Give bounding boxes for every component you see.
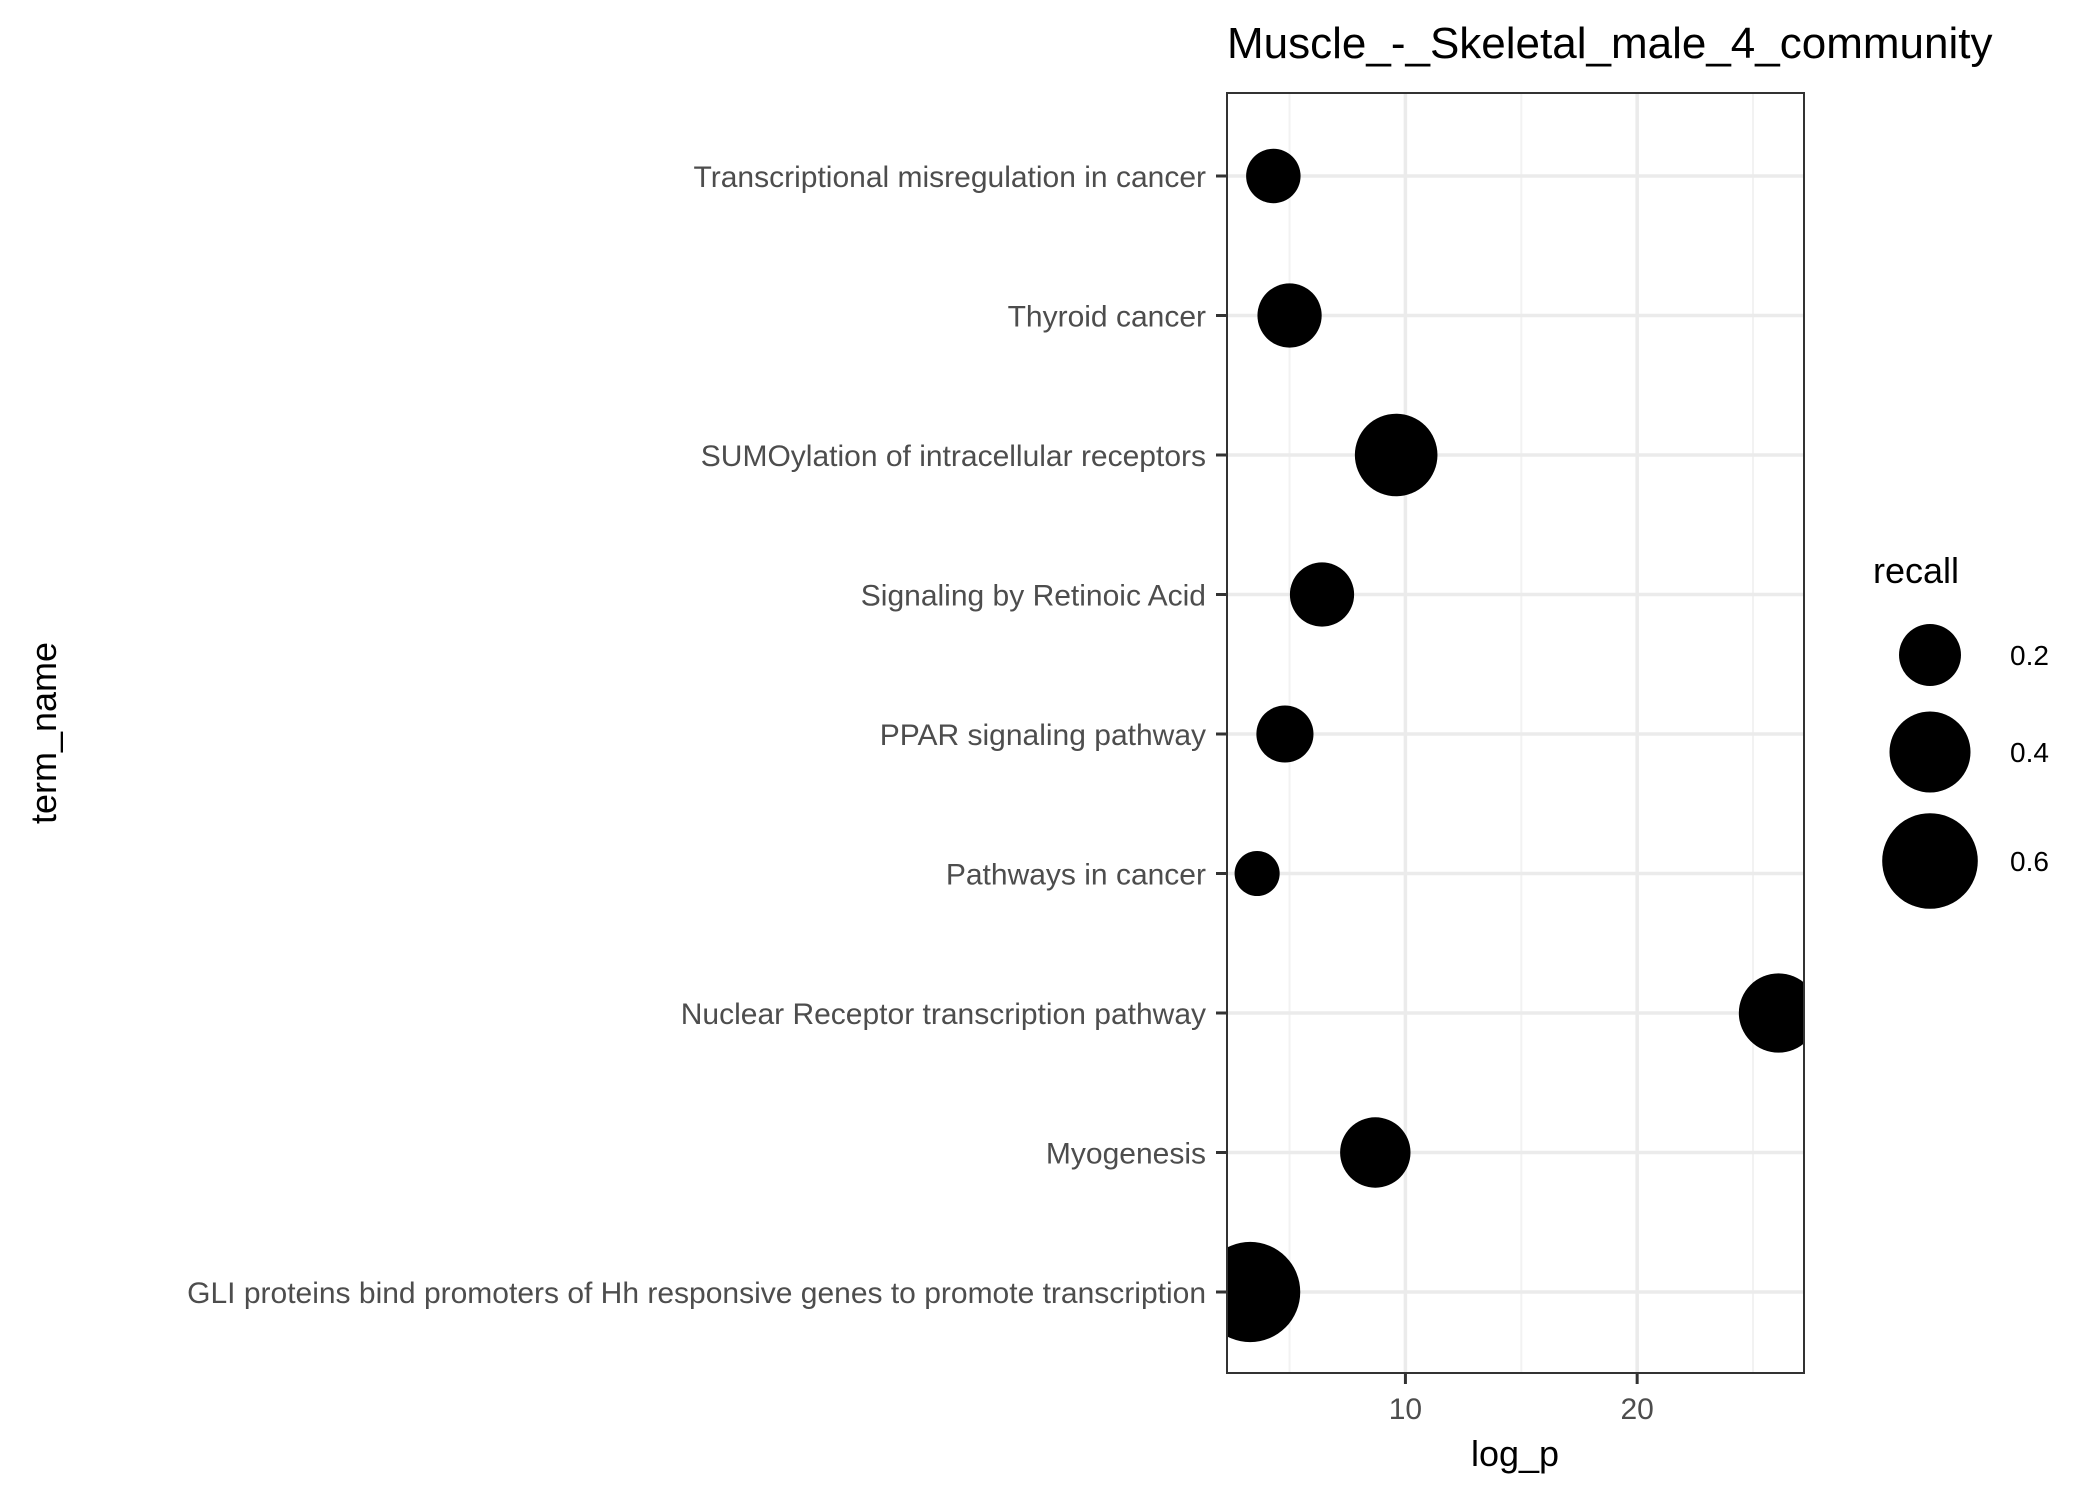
legend-key bbox=[1899, 624, 1961, 686]
y-tick-label: Transcriptional misregulation in cancer bbox=[694, 161, 1206, 194]
legend-label: 0.4 bbox=[2010, 737, 2049, 768]
y-tick-label: GLI proteins bind promoters of Hh respon… bbox=[187, 1277, 1206, 1310]
data-point bbox=[1246, 148, 1301, 204]
plot-area: Transcriptional misregulation in cancer T… bbox=[187, 92, 1805, 1426]
legend-label: 0.2 bbox=[2010, 640, 2049, 671]
legend-title: recall bbox=[1873, 550, 1959, 591]
y-tick-label: Nuclear Receptor transcription pathway bbox=[681, 998, 1206, 1031]
data-point bbox=[1289, 562, 1355, 627]
y-tick-label: SUMOylation of intracellular receptors bbox=[701, 440, 1206, 473]
data-point bbox=[1340, 1117, 1411, 1188]
legend-label: 0.6 bbox=[2010, 846, 2049, 877]
data-point bbox=[1257, 283, 1322, 348]
y-axis-title: term_name bbox=[23, 642, 64, 824]
x-tick-label: 20 bbox=[1620, 1393, 1653, 1426]
points-group bbox=[1227, 148, 1804, 1343]
data-point bbox=[1256, 705, 1314, 763]
data-point bbox=[1738, 973, 1804, 1053]
y-tick-label: Signaling by Retinoic Acid bbox=[861, 580, 1206, 613]
x-tick-label: 10 bbox=[1389, 1393, 1422, 1426]
y-tick-label: PPAR signaling pathway bbox=[880, 719, 1206, 752]
legend: recall 0.2 0.4 0.6 bbox=[1873, 550, 2049, 909]
data-point bbox=[1354, 413, 1438, 497]
legend-key bbox=[1889, 711, 1971, 793]
chart-title: Muscle_-_Skeletal_male_4_community bbox=[1227, 19, 1992, 68]
data-point bbox=[1227, 1241, 1301, 1343]
legend-key bbox=[1882, 813, 1978, 909]
x-axis-title: log_p bbox=[1471, 1433, 1559, 1474]
y-tick-label: Pathways in cancer bbox=[946, 859, 1206, 892]
y-tick-label: Thyroid cancer bbox=[1008, 301, 1206, 334]
y-tick-label: Myogenesis bbox=[1046, 1138, 1206, 1171]
data-point bbox=[1234, 850, 1280, 897]
